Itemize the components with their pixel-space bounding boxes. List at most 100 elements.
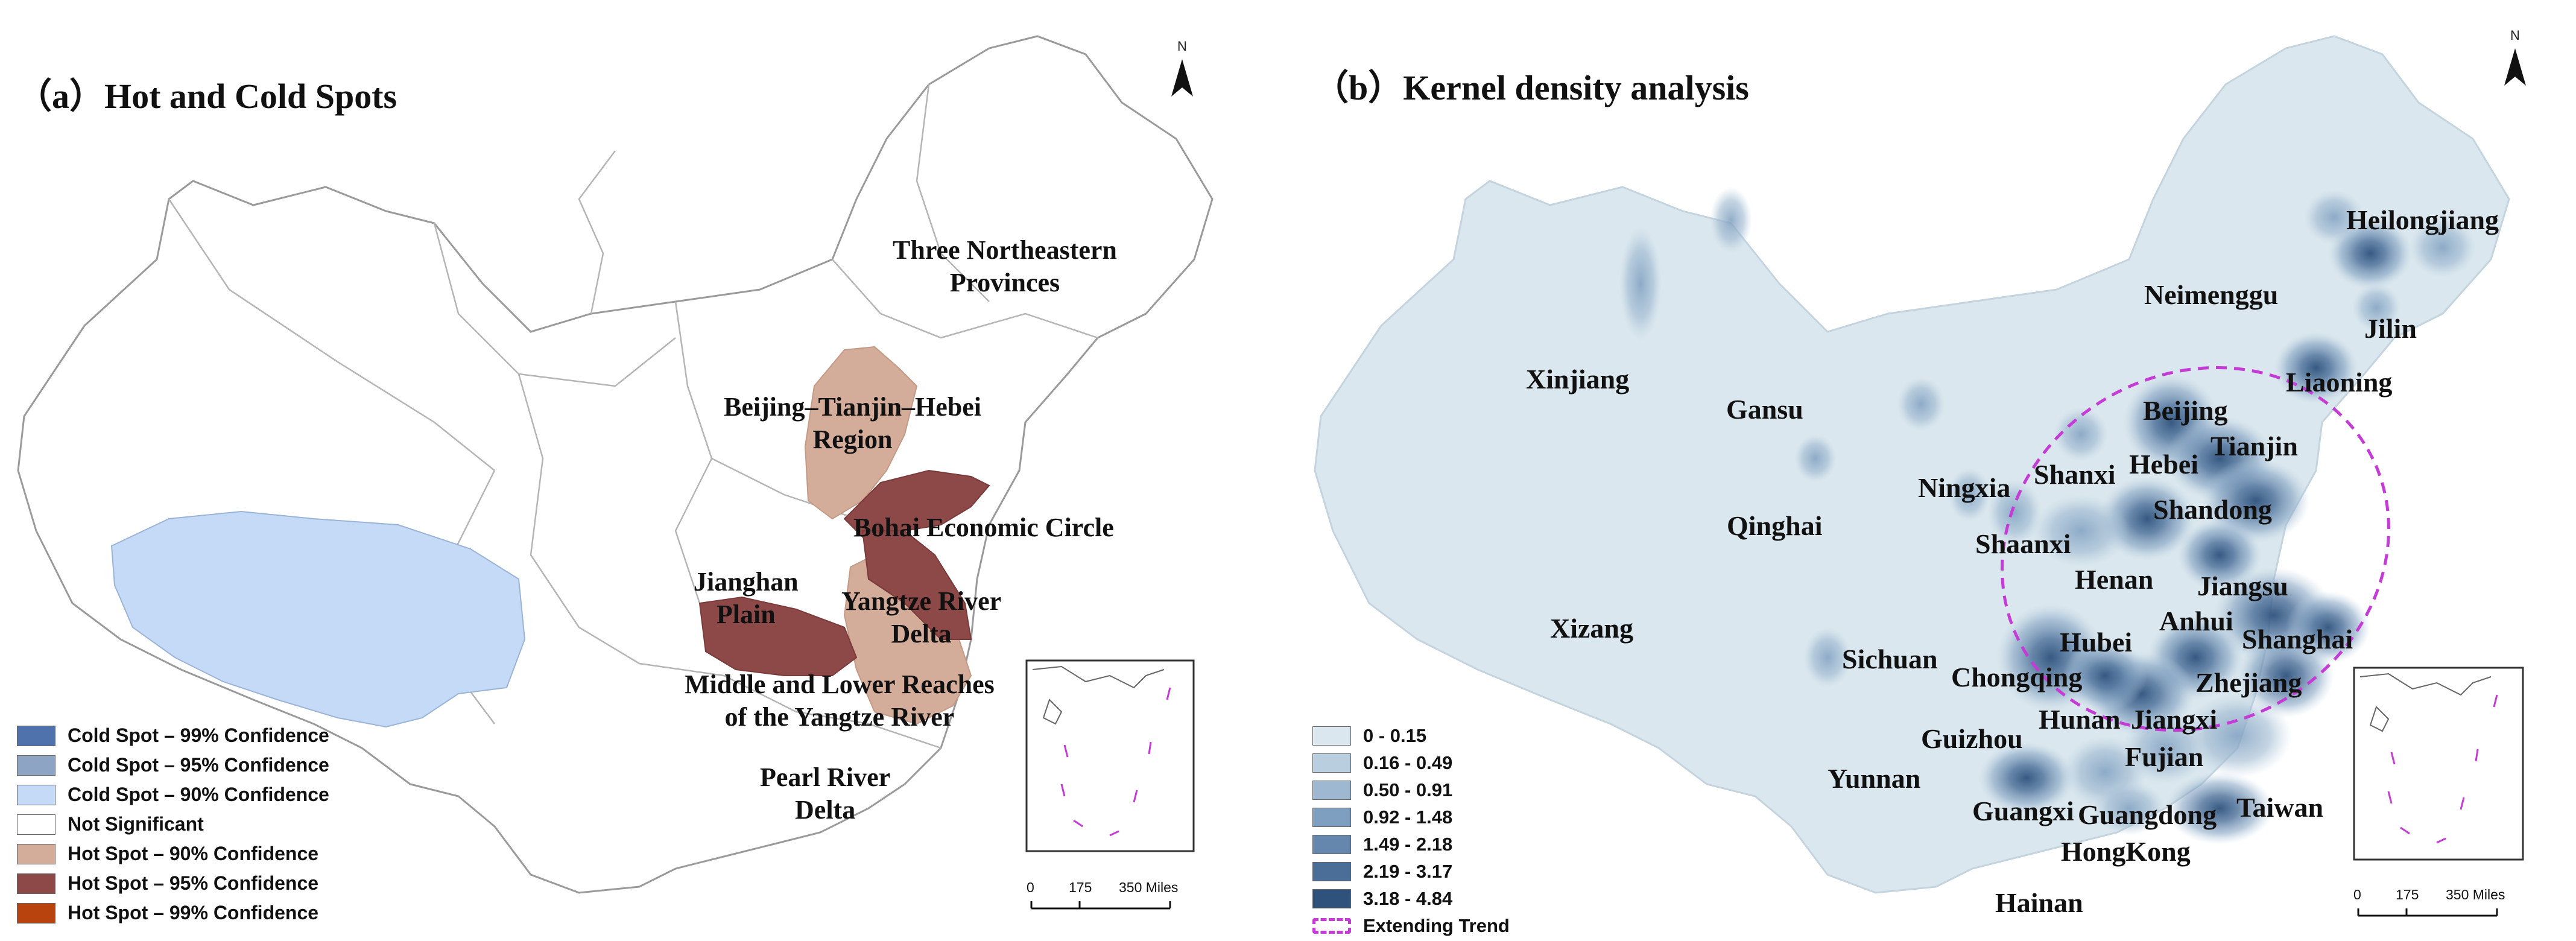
legend-swatch [17,814,55,835]
legend-row: Hot Spot – 95% Confidence [17,869,329,898]
scale-tick-0: 0 [2353,887,2361,902]
density-hotspots [1619,187,2476,844]
label-jiangxi: Jiangxi [2131,704,2218,735]
scale-tick-350: 350 Miles [1119,879,1179,895]
extending-trend-ellipse [2001,366,2390,732]
hotspot-map [17,35,1214,910]
label-anhui: Anhui [2159,606,2233,636]
label-hongkong: HongKong [2061,836,2191,867]
legend-row: 0.16 - 0.49 [1312,749,1510,776]
label-chongqing: Chongqing [1951,662,2083,692]
legend-row: Cold Spot – 90% Confidence [17,780,329,810]
cold-spot-90-region [110,510,526,728]
label-yunnan: Yunnan [1828,763,1921,794]
kernel-density-map [1314,35,2526,917]
region-three-northeastern: Three Northeastern Provinces [893,235,1117,297]
legend-swatch [1312,726,1351,746]
legend-swatch [17,902,55,924]
legend-swatch [17,843,55,864]
hot-spot-95-jiangsu [861,530,972,640]
legend-hotspot: Cold Spot – 99% Confidence Cold Spot – 9… [17,721,329,928]
legend-swatch [1312,807,1351,827]
legend-row-trend: Extending Trend [1312,912,1510,939]
inset-nine-dash-line-b [2387,694,2498,844]
legend-swatch [17,725,55,746]
label-qinghai: Qinghai [1727,510,1823,541]
region-jianghan: Jianghan Plain [694,567,799,629]
legend-row: 0 - 0.15 [1312,722,1510,749]
region-bohai: Bohai Economic Circle [853,513,1114,542]
label-sichuan: Sichuan [1842,644,1938,674]
north-arrow-icon [2504,48,2526,86]
legend-swatch [1312,753,1351,773]
legend-swatch [17,873,55,894]
label-jiangsu: Jiangsu [2197,571,2288,601]
label-neimenggu: Neimenggu [2144,279,2279,310]
scale-bar-a [1030,901,1171,910]
label-shanxi: Shanxi [2034,459,2116,490]
legend-row: 0.50 - 0.91 [1312,776,1510,803]
legend-swatch [17,784,55,805]
label-xizang: Xizang [1550,613,1633,644]
scale-tick-0: 0 [1027,879,1034,895]
south-china-sea-inset [1025,659,1195,852]
scale-tick-175: 175 [2396,887,2419,902]
north-label: N [1177,39,1187,54]
scale-tick-175: 175 [1069,879,1092,895]
legend-row: 2.19 - 3.17 [1312,858,1510,885]
label-jilin: Jilin [2364,313,2417,344]
label-xinjiang: Xinjiang [1526,364,1630,394]
label-hunan: Hunan [2039,704,2121,735]
legend-swatch [1312,861,1351,881]
label-heilongjiang: Heilongjiang [2346,204,2499,235]
legend-row: Hot Spot – 99% Confidence [17,898,329,928]
label-guangdong: Guangdong [2078,799,2217,830]
region-yrd: Yangtze River Delta [841,586,1002,648]
label-ningxia: Ningxia [1918,472,2011,503]
legend-row: 3.18 - 4.84 [1312,885,1510,912]
inset-coastline-b [2359,673,2492,732]
label-taiwan: Taiwan [2236,792,2324,823]
scale-bar-b [2357,908,2498,917]
inset-coastline [1032,665,1165,725]
panel-a-title: （a）Hot and Cold Spots [17,77,397,116]
label-gansu: Gansu [1726,394,1803,425]
north-label: N [2510,28,2520,43]
legend-swatch [1312,889,1351,908]
legend-swatch [1312,834,1351,854]
legend-row: Hot Spot – 90% Confidence [17,839,329,869]
legend-row: Cold Spot – 95% Confidence [17,750,329,780]
hot-spot-95-hubei [698,596,858,676]
label-shaanxi: Shaanxi [1975,528,2071,559]
legend-row: 1.49 - 2.18 [1312,831,1510,858]
label-beijing: Beijing [2143,395,2228,426]
label-tianjin: Tianjin [2210,431,2298,461]
region-jjj: Beijing–Tianjin–Hebei Region [724,392,982,454]
label-hebei: Hebei [2129,449,2198,480]
label-hainan: Hainan [1995,887,2083,918]
label-henan: Henan [2075,564,2154,595]
scale-tick-350: 350 Miles [2446,887,2505,902]
legend-density: 0 - 0.15 0.16 - 0.49 0.50 - 0.91 0.92 - … [1312,722,1510,939]
label-liaoning: Liaoning [2286,367,2393,398]
label-guizhou: Guizhou [1921,723,2023,754]
label-shandong: Shandong [2153,494,2272,525]
south-china-sea-inset-b [2353,667,2524,861]
region-prd: Pearl River Delta [760,762,891,825]
panel-b-title: （b）Kernel density analysis [1314,68,1749,107]
label-shanghai: Shanghai [2242,624,2353,654]
legend-row: Not Significant [17,810,329,839]
legend-row: Cold Spot – 99% Confidence [17,721,329,750]
north-arrow-icon [1171,59,1193,97]
legend-row: 0.92 - 1.48 [1312,803,1510,831]
panel-kernel-density: （b）Kernel density analysis N Heilongjian… [1297,0,2576,941]
label-hubei: Hubei [2060,627,2133,657]
hot-spot-90-north [804,346,918,520]
region-mlryr: Middle and Lower Reaches of the Yangtze R… [685,670,995,732]
panel-hot-cold-spots: （a）Hot and Cold Spots N Three Northeaste… [17,35,1214,928]
label-guangxi: Guangxi [1972,796,2074,826]
inset-nine-dash-line [1060,687,1171,837]
label-fujian: Fujian [2125,741,2204,772]
trend-swatch [1312,917,1351,934]
legend-swatch [1312,780,1351,800]
